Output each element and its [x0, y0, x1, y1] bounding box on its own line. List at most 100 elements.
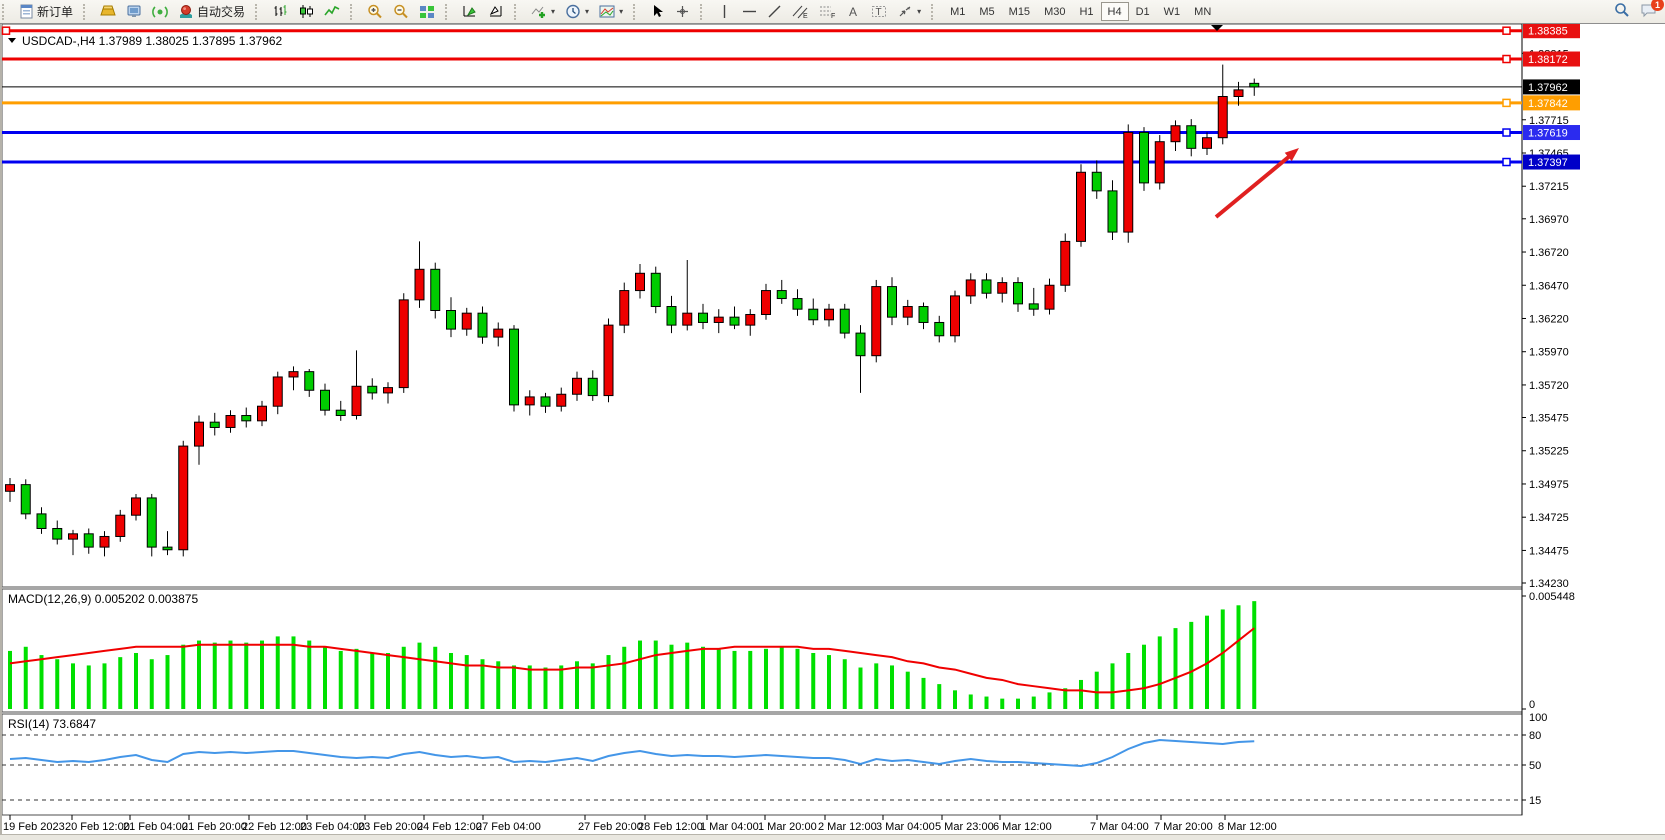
macd-histogram-bar: [716, 648, 721, 709]
vertical-line-button[interactable]: [712, 3, 737, 20]
hline-marker-1.38172[interactable]: [1502, 54, 1511, 64]
tile-windows-button[interactable]: [414, 3, 440, 20]
autotrading-button[interactable]: 自动交易: [173, 3, 250, 20]
candle-body: [572, 377, 582, 395]
hline-left-anchor[interactable]: [1, 26, 11, 35]
macd-histogram-bar: [417, 642, 422, 709]
macd-histogram-bar: [39, 655, 44, 709]
timeframe-h4-button[interactable]: H4: [1100, 2, 1129, 21]
candle-body: [871, 286, 882, 357]
macd-histogram-bar: [779, 646, 784, 709]
macd-histogram-bar: [212, 642, 217, 709]
text-button[interactable]: A: [841, 3, 866, 20]
macd-histogram-bar: [1157, 636, 1162, 709]
cursor-button[interactable]: [645, 3, 670, 20]
candle-body: [698, 312, 708, 323]
profile-button[interactable]: [121, 3, 147, 20]
new-order-icon: [19, 4, 34, 19]
add-indicator-button[interactable]: ▾: [526, 3, 560, 20]
candle-body: [335, 409, 346, 417]
candle-body: [414, 268, 425, 301]
macd-histogram-bar: [575, 661, 579, 709]
macd-label: MACD(12,26,9) 0.005202 0.003875: [8, 592, 198, 606]
candle-body: [68, 533, 78, 540]
hline-marker-1.37397[interactable]: [1502, 157, 1511, 167]
fibonacci-button[interactable]: F: [814, 3, 841, 20]
timeframe-w1-button[interactable]: W1: [1163, 6, 1181, 18]
annotation-arrow[interactable]: [1214, 153, 1293, 219]
macd-histogram-bar: [701, 646, 705, 709]
macd-panel[interactable]: [1, 588, 1523, 713]
hline-marker-1.37842[interactable]: [1502, 98, 1511, 108]
macd-histogram-bar: [1236, 605, 1241, 709]
candle-body: [146, 497, 157, 548]
candle-body: [509, 328, 519, 406]
candle-body: [682, 312, 693, 326]
new-order-button[interactable]: 新订单: [14, 3, 78, 20]
candlestick-chart-button[interactable]: [293, 3, 319, 20]
price-axis-label: 1.36220: [1529, 313, 1569, 325]
candle-body: [1044, 284, 1055, 310]
timeframe-m30-button[interactable]: M30: [1044, 6, 1066, 18]
crosshair-button[interactable]: [670, 3, 695, 20]
rsi-scale-50: 50: [1529, 760, 1541, 772]
channel-button[interactable]: E: [787, 3, 814, 20]
trendline-button[interactable]: [762, 3, 787, 20]
horizontal-line-button[interactable]: [737, 3, 762, 20]
autotrading-button-label: 自动交易: [197, 5, 246, 19]
signal-button[interactable]: [147, 3, 173, 20]
timeframe-h1-button[interactable]: H1: [1079, 6, 1094, 18]
hline-marker-1.37619[interactable]: [1502, 128, 1511, 137]
symbol-dropdown-icon[interactable]: [8, 38, 16, 43]
price-badge-label: 1.38172: [1528, 54, 1568, 66]
macd-histogram-bar: [323, 646, 327, 709]
line-chart-button[interactable]: [319, 3, 345, 20]
chevron-down-icon: ▾: [585, 7, 590, 16]
macd-histogram-bar: [307, 640, 312, 709]
price-axis-label: 1.36720: [1529, 247, 1569, 259]
chevron-down-icon: ▾: [551, 7, 556, 16]
time-axis-label: 7 Mar 04:00: [1090, 821, 1149, 833]
macd-signal-line: [9, 627, 1255, 694]
time-axis-label: 23 Feb 04:00: [300, 821, 365, 833]
price-axis-label: 1.34975: [1529, 479, 1569, 491]
timeframe-m15-button[interactable]: M15: [1008, 6, 1031, 18]
zoom-out-button[interactable]: [388, 3, 414, 20]
chat-button[interactable]: 1: [1640, 0, 1664, 21]
hline-marker-1.38385[interactable]: [1502, 26, 1511, 35]
zoom-in-icon: [367, 4, 383, 19]
candle-body: [20, 484, 31, 515]
indicators-button[interactable]: [457, 3, 483, 20]
macd-histogram-bar: [1031, 696, 1036, 709]
horizontal-line-icon: [742, 4, 757, 19]
macd-histogram-bar: [638, 640, 642, 709]
timeframe-d1-button[interactable]: D1: [1135, 6, 1150, 18]
macd-histogram-bar: [480, 659, 485, 709]
time-axis-label: 21 Feb 04:00: [123, 821, 188, 833]
macd-histogram-bar: [102, 663, 107, 709]
arrows-button[interactable]: ▾: [892, 3, 926, 20]
search-icon[interactable]: [1614, 2, 1630, 21]
label-button[interactable]: T: [866, 3, 892, 20]
periods-button[interactable]: ▾: [560, 3, 594, 20]
timeframe-m5-button[interactable]: M5: [979, 6, 995, 18]
price-badge-label: 1.38385: [1528, 26, 1568, 38]
candle-body: [824, 308, 834, 321]
macd-histogram-bar: [1047, 692, 1052, 709]
gold-box-button[interactable]: [95, 3, 121, 20]
macd-histogram-bar: [858, 667, 863, 709]
label-icon: T: [871, 4, 887, 19]
macd-histogram-bar: [732, 650, 737, 709]
time-axis-label: 6 Mar 12:00: [993, 821, 1052, 833]
zoom-in-button[interactable]: [362, 3, 388, 20]
candle-body: [351, 385, 362, 417]
templates-button[interactable]: ▾: [594, 3, 628, 20]
timeframe-m1-button[interactable]: M1: [950, 6, 966, 18]
timeframe-mn-button[interactable]: MN: [1194, 6, 1212, 18]
candle-body: [1028, 303, 1039, 310]
data-window-button[interactable]: [483, 3, 509, 20]
bar-chart-button[interactable]: [267, 3, 293, 20]
candle-body: [1091, 171, 1102, 192]
macd-histogram-bar: [55, 659, 60, 709]
